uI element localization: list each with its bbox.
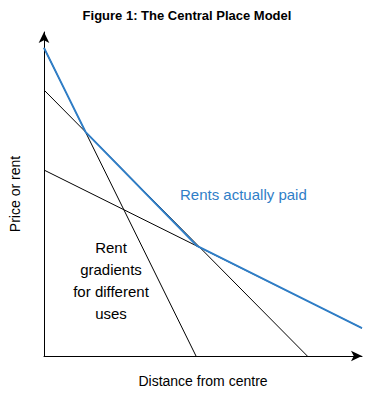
svg-text:gradients: gradients xyxy=(80,261,142,278)
svg-text:for different: for different xyxy=(73,283,149,300)
svg-text:Rent: Rent xyxy=(95,239,128,256)
svg-text:Figure 1: The Central Place Mo: Figure 1: The Central Place Model xyxy=(83,8,292,23)
svg-text:Distance from centre: Distance from centre xyxy=(138,373,267,389)
svg-text:Price or rent: Price or rent xyxy=(7,156,23,232)
svg-text:uses: uses xyxy=(95,305,127,322)
svg-text:Rents actually paid: Rents actually paid xyxy=(180,186,307,203)
